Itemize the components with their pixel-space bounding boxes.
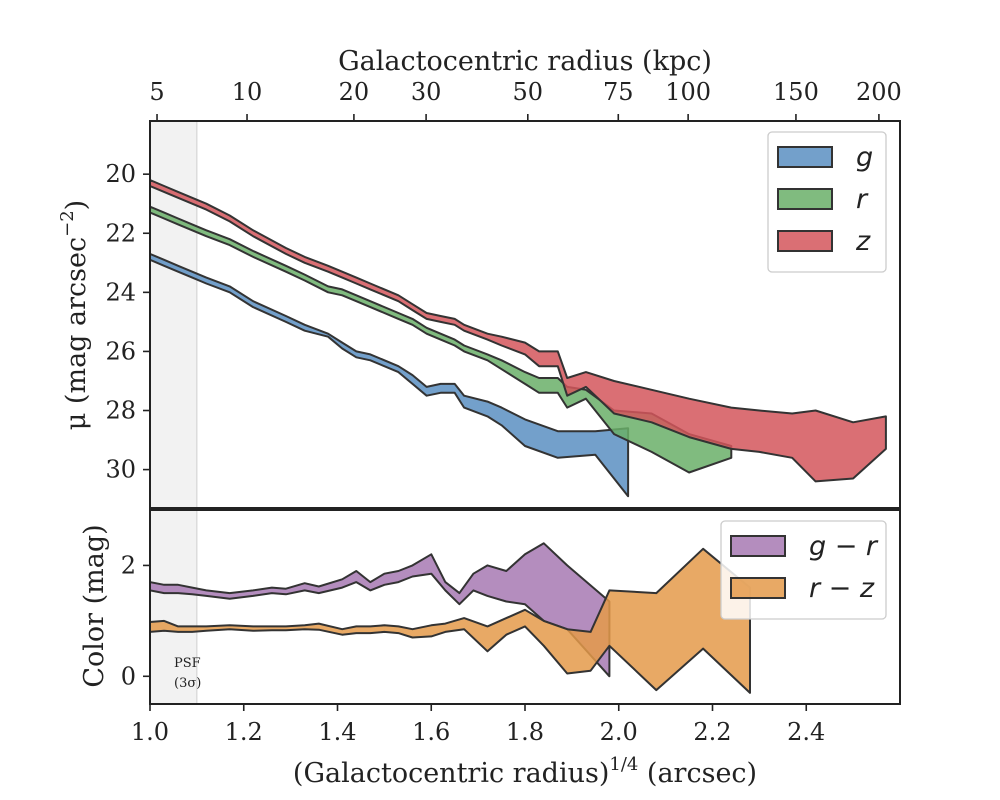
x-tick-label: 2.0	[600, 718, 638, 746]
psf-shaded-region	[149, 120, 198, 509]
series-band-z	[150, 179, 887, 483]
surface-brightness-panel: 20 22 24 26 28 30 grz 5 10 20 30 50 75 100 150 200	[105, 78, 902, 509]
top-tick-label: 100	[665, 78, 711, 106]
top-tick-label: 50	[513, 78, 544, 106]
x-tick-label: 1.0	[131, 718, 169, 746]
legend: grz	[767, 131, 887, 273]
top-tick-label: 20	[339, 78, 370, 106]
y-tick-label: 20	[105, 160, 136, 188]
y-tick-label: 28	[105, 397, 136, 425]
x-axis-title: (Galactocentric radius)1/4 (arcsec)	[293, 754, 757, 789]
legend-label: r	[856, 184, 869, 215]
y-tick-label: 2	[121, 551, 136, 579]
psf-label: PSF	[174, 656, 201, 671]
legend-swatch	[730, 535, 786, 557]
top-tick-label: 75	[603, 78, 634, 106]
plot-frame	[149, 120, 901, 509]
y-axis-title-bottom: Color (mag)	[79, 524, 110, 687]
legend-label: r − z	[809, 573, 875, 604]
legend: g − r r − z	[720, 520, 887, 620]
series-band-rz	[150, 547, 751, 694]
x-tick-label: 1.6	[412, 718, 450, 746]
y-tick-label: 0	[121, 662, 136, 690]
series-band-gr	[150, 542, 611, 678]
legend-label: g	[856, 142, 873, 173]
top-tick-label: 150	[773, 78, 819, 106]
y-tick-label: 24	[105, 278, 136, 306]
y-tick-label: 30	[105, 456, 136, 484]
top-axis-title: Galactocentric radius (kpc)	[338, 46, 712, 77]
x-tick-label: 2.2	[693, 718, 731, 746]
legend-swatch	[777, 146, 833, 168]
x-tick-label: 1.2	[225, 718, 263, 746]
psf-label-sigma: (3σ)	[174, 676, 201, 691]
y-tick-label: 26	[105, 337, 136, 365]
legend-swatch	[777, 230, 833, 252]
series-band-r	[150, 205, 733, 474]
y-axis-title-top: μ (mag arcsec−2)	[57, 200, 92, 430]
color-panel: 0 2 g − r r − z 1.0 1.2 1.4 1.6 1.8 2.0 2.2 2.4 PSF (…	[121, 509, 901, 746]
legend-label: g − r	[809, 531, 879, 562]
top-tick-label: 200	[856, 78, 902, 106]
x-tick-label: 2.4	[787, 718, 825, 746]
series-band-g	[150, 252, 630, 498]
top-tick-label: 5	[149, 78, 164, 106]
top-tick-label: 10	[232, 78, 263, 106]
legend-label: z	[855, 226, 871, 257]
x-tick-label: 1.4	[318, 718, 356, 746]
legend-swatch	[777, 188, 833, 210]
psf-shaded-region	[149, 509, 198, 705]
x-tick-label: 1.8	[506, 718, 544, 746]
top-tick-label: 30	[411, 78, 442, 106]
legend-swatch	[730, 577, 786, 599]
y-tick-label: 22	[105, 219, 136, 247]
